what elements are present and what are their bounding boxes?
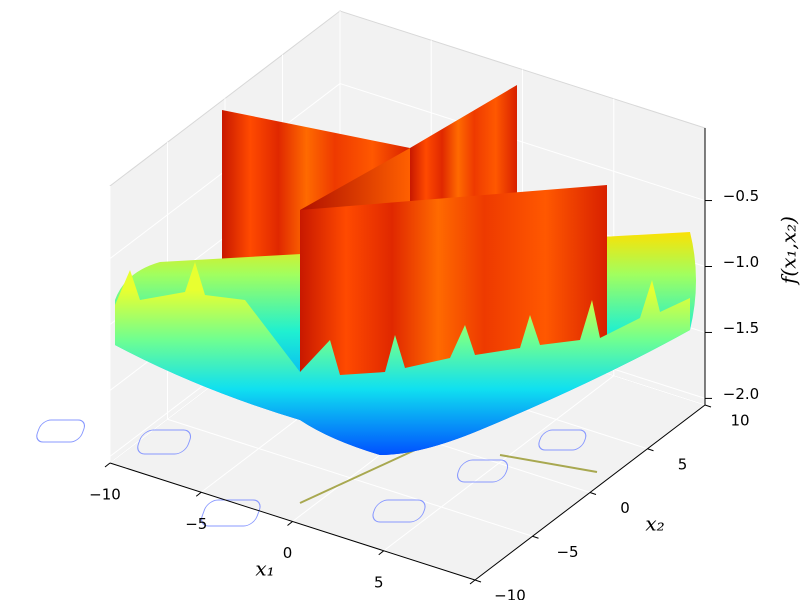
z-tick-label: −1.0 [723, 253, 759, 271]
contour-ridge [499, 454, 598, 473]
x-tick [287, 521, 293, 526]
y-tick-label: 0 [620, 499, 630, 517]
floor-contours [36, 419, 598, 527]
z-tick-label: −0.5 [723, 187, 759, 205]
x-tick-label: −10 [89, 486, 121, 504]
y-tick-label: 10 [730, 412, 749, 430]
y-tick-label: −10 [494, 587, 526, 600]
y-axis-label: x₂ [645, 512, 664, 536]
y-tick [647, 448, 654, 452]
x-tick [195, 491, 202, 497]
contour [36, 419, 85, 443]
y-tick [704, 404, 712, 408]
surface-rim [115, 262, 690, 455]
y-tick [474, 579, 482, 583]
y-tick [589, 492, 597, 495]
x-tick [378, 550, 385, 556]
z-axis-label: f(x₁,x₂) [777, 216, 800, 286]
contour [538, 429, 587, 451]
surface [115, 85, 696, 455]
y-tick [532, 535, 539, 539]
x-tick-label: 5 [374, 573, 384, 591]
contour [201, 499, 261, 527]
grid-line [339, 83, 706, 202]
axes: x₁ x₂ f(x₁,x₂) −10−50510−10−50510−2.0−1.… [89, 128, 800, 600]
contour [457, 459, 509, 483]
z-tick-label: −1.5 [723, 319, 759, 337]
x-tick [104, 462, 111, 468]
x-axis-label: x₁ [255, 557, 274, 581]
grid-line [167, 418, 533, 537]
contour-ridge [299, 449, 416, 504]
z-tick-label: −2.0 [723, 385, 759, 403]
x-tick-label: 0 [283, 544, 293, 562]
x-tick-label: −5 [185, 515, 207, 533]
contour [137, 429, 192, 455]
x-tick [469, 579, 476, 585]
y-tick-label: −5 [556, 543, 578, 561]
y-tick-label: 5 [678, 455, 688, 473]
contour [372, 499, 426, 523]
